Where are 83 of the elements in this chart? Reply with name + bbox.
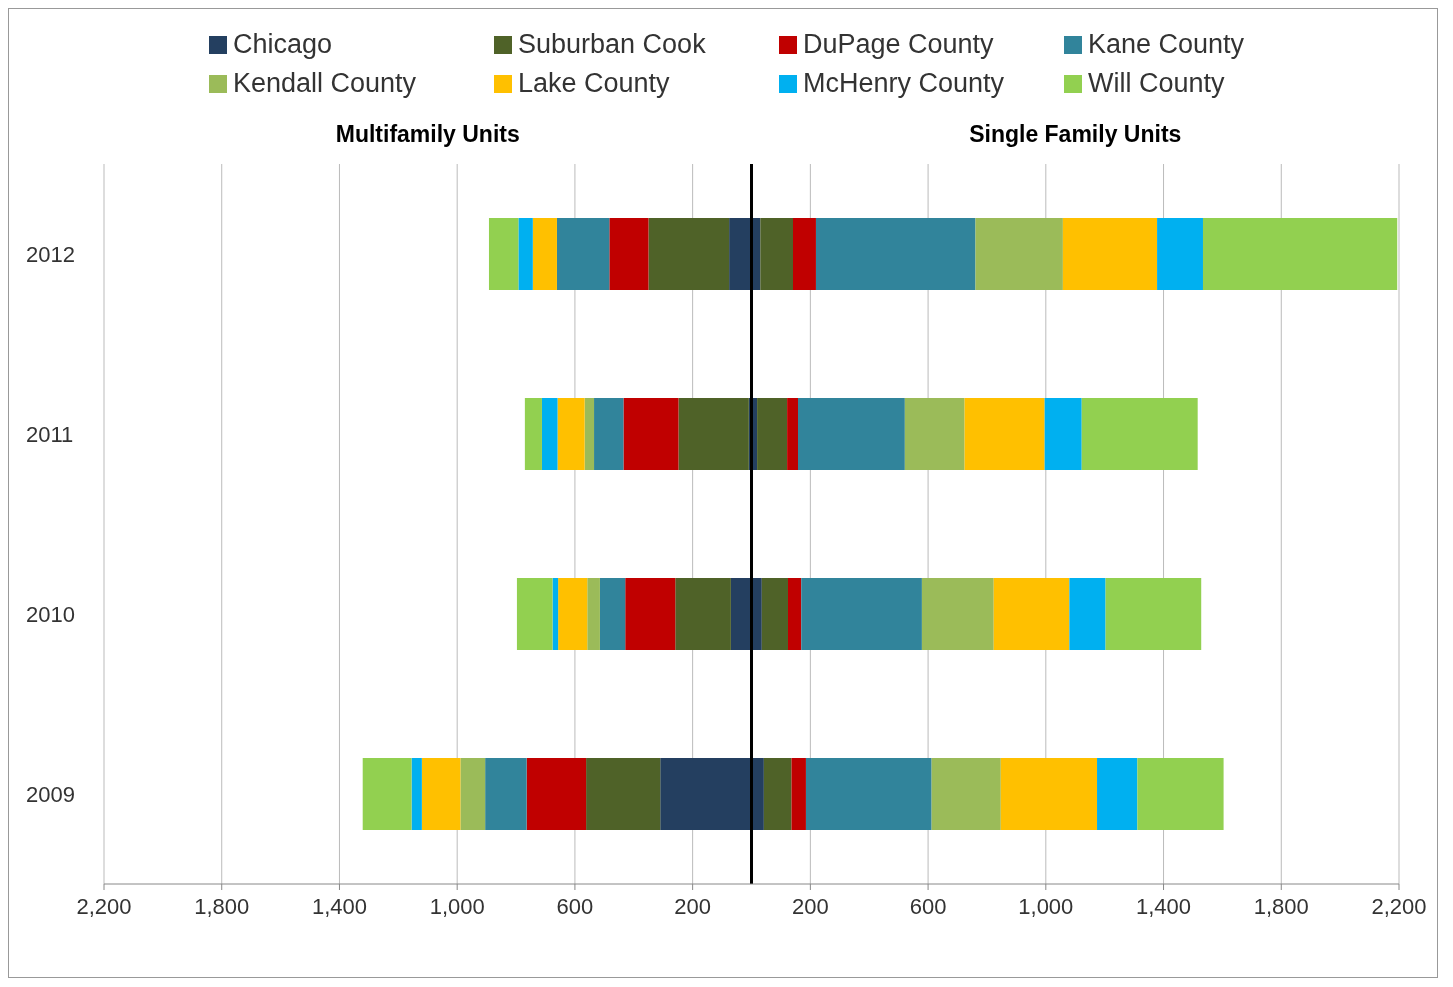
bar [586,758,661,830]
bar [541,398,558,470]
bar [993,578,1070,650]
bar [460,758,486,830]
bar [904,398,965,470]
bar [801,578,922,650]
bar [675,578,731,650]
bar [660,758,752,830]
bar [1097,758,1138,830]
bar [609,218,649,290]
y-tick-label: 2009 [26,781,75,807]
bar [556,218,610,290]
x-tick-label: 200 [674,893,711,919]
legend-label: Will County [1088,68,1225,99]
bar [594,398,624,470]
bar [599,578,626,650]
bar [757,398,788,470]
bar [526,758,587,830]
bar [729,218,752,290]
x-tick-label: 1,800 [194,893,250,919]
text: Single Family Units [968,121,1183,148]
bar [587,578,600,650]
legend-label: Kendall County [233,68,417,99]
bar [763,758,792,830]
bar [421,758,461,830]
x-tick-label: 1,400 [311,893,367,919]
bar [518,218,533,290]
bar [805,758,932,830]
text: Multifamily Units [334,121,521,148]
bar [730,578,752,650]
bar [760,218,793,290]
bar [485,758,527,830]
bar [524,398,542,470]
bar [1062,218,1158,290]
bar [975,218,1063,290]
x-tick-label: 2,200 [1371,893,1427,919]
legend-label: McHenry County [803,68,1005,99]
bar [788,578,802,650]
bar [931,758,1001,830]
y-tick-label: 2012 [26,241,75,267]
bar [532,218,557,290]
bar [1137,758,1224,830]
bar [791,758,806,830]
bar [787,398,798,470]
bar [516,578,553,650]
bar [678,398,749,470]
x-tick-label: 200 [792,893,829,919]
bar [625,578,676,650]
bar [793,218,816,290]
y-tick-label: 2011 [26,421,74,447]
bar [964,398,1045,470]
bar [1081,398,1198,470]
bar [411,758,422,830]
bar [648,218,730,290]
x-tick-label: 1,000 [429,893,485,919]
bar [761,578,788,650]
bar [921,578,994,650]
x-tick-label: 600 [556,893,594,919]
bar [362,758,412,830]
x-tick-label: 1,400 [1136,893,1192,919]
legend-label: Chicago [233,29,333,60]
x-tick-label: 600 [909,893,947,919]
bar [1105,578,1202,650]
x-tick-label: 2,200 [76,893,132,919]
legend-label: Suburban Cook [518,29,706,60]
legend-label: DuPage County [803,29,994,60]
y-tick-label: 2010 [26,601,75,627]
legend-label: Lake County [518,68,670,99]
bar [1157,218,1203,290]
bar [557,398,585,470]
bar [558,578,588,650]
x-tick-label: 1,000 [1018,893,1074,919]
bar [815,218,976,290]
bar [488,218,519,290]
bar [1202,218,1398,290]
bar [1069,578,1106,650]
bar [1000,758,1098,830]
bar [798,398,905,470]
bar [1044,398,1082,470]
bar [584,398,595,470]
bar [623,398,679,470]
x-tick-label: 1,800 [1253,893,1309,919]
legend-label: Kane County [1088,29,1245,60]
